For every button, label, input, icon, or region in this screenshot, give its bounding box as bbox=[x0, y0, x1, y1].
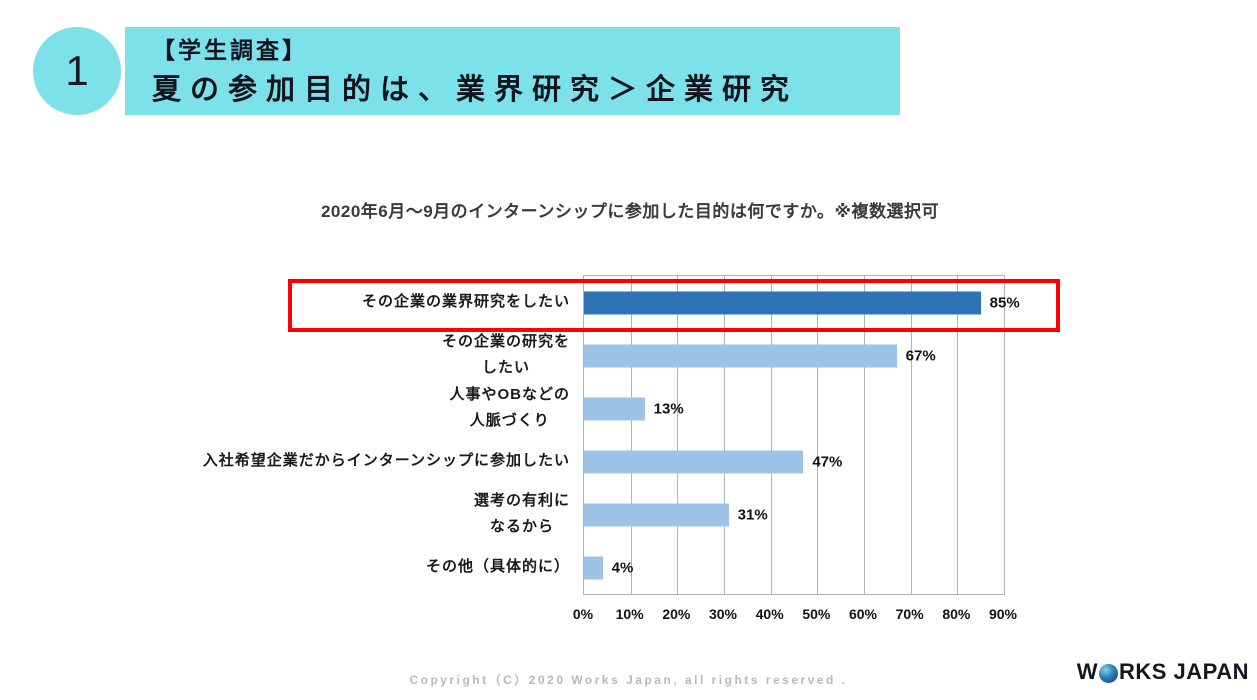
logo-suffix: RKS JAPAN bbox=[1118, 659, 1249, 684]
category-label-row: その企業の研究を したい bbox=[160, 328, 570, 381]
works-japan-logo: W RKS JAPAN bbox=[1077, 659, 1249, 685]
slide-title-line1: 【学生調査】 bbox=[152, 37, 308, 63]
category-label-row: 人事やOBなどの 人脈づくり bbox=[160, 381, 570, 434]
chart-title: 2020年6月～9月のインターンシップに参加した目的は何ですか。※複数選択可 bbox=[320, 202, 940, 221]
gridline bbox=[817, 275, 819, 595]
category-label-line: 人脈づくり bbox=[469, 411, 550, 429]
gridline bbox=[864, 275, 865, 595]
category-label-row: その他（具体的に） bbox=[160, 540, 570, 593]
category-label-row: 入社希望企業だからインターンシップに参加したい bbox=[160, 434, 570, 487]
x-tick-label: 20% bbox=[662, 606, 691, 622]
bar-row: 47% bbox=[584, 435, 1004, 488]
category-label: その企業の業界研究をしたい bbox=[362, 289, 570, 315]
category-label-row: その企業の業界研究をしたい bbox=[160, 275, 570, 328]
category-label-line: なるから bbox=[489, 517, 554, 535]
gridline bbox=[724, 275, 725, 595]
x-axis: 0% 10% 20% 30% 40% 50% 60% 70% 80% 90% bbox=[573, 606, 1017, 626]
bar bbox=[584, 291, 981, 314]
slide-title-banner: 【学生調査】 夏の参加目的は、業界研究＞企業研究 bbox=[125, 27, 900, 115]
bar-row: 67% bbox=[584, 329, 1004, 382]
bar bbox=[584, 450, 804, 473]
bar-row: 13% bbox=[584, 382, 1004, 435]
category-label: その企業の研究を したい bbox=[442, 329, 570, 381]
bar bbox=[584, 344, 897, 367]
gridline bbox=[770, 275, 772, 595]
bar-value-label: 31% bbox=[737, 506, 768, 523]
bar-row: 31% bbox=[584, 488, 1004, 541]
category-label-line: 人事やOBなどの bbox=[449, 385, 570, 403]
slide-number: 1 bbox=[65, 47, 89, 94]
highlight-box bbox=[288, 279, 1060, 332]
bar bbox=[584, 556, 603, 579]
x-tick-label: 30% bbox=[708, 606, 738, 622]
bar-row: 85% bbox=[584, 276, 1020, 329]
x-tick-label: 40% bbox=[755, 606, 784, 622]
x-tick-label: 70% bbox=[895, 606, 924, 622]
x-tick-label: 50% bbox=[802, 606, 831, 622]
bar-value-label: 47% bbox=[812, 453, 843, 470]
category-label-line: 選考の有利に bbox=[473, 491, 570, 509]
x-tick-label: 90% bbox=[988, 606, 1018, 622]
slide-title-line2: 夏の参加目的は、業界研究＞企業研究 bbox=[152, 74, 799, 106]
category-labels: その企業の業界研究をしたい その企業の研究を したい 人事やOBなどの 人脈づくり 入社希… bbox=[160, 275, 570, 595]
bar-value-label: 67% bbox=[905, 347, 936, 364]
bar-value-label: 85% bbox=[989, 294, 1020, 311]
category-label-line: その他（具体的に） bbox=[425, 557, 570, 575]
category-label: 人事やOBなどの 人脈づくり bbox=[449, 382, 570, 434]
category-label: その他（具体的に） bbox=[426, 554, 570, 580]
category-label-line: その企業の研究を bbox=[441, 332, 570, 350]
gridline bbox=[630, 275, 632, 595]
bar-value-label: 13% bbox=[653, 400, 684, 417]
gridline bbox=[910, 275, 912, 595]
category-label-line: その企業の業界研究をしたい bbox=[361, 292, 570, 310]
category-label-line: したい bbox=[481, 358, 530, 376]
slide-number-badge: 1 bbox=[33, 27, 121, 115]
copyright-text: Copyright（C）2020 Works Japan, all rights… bbox=[409, 673, 848, 687]
plot-area: 85% 67% 13% 47% 31% 4% bbox=[583, 275, 1020, 595]
bar bbox=[584, 503, 729, 526]
category-label-row: 選考の有利に なるから bbox=[160, 487, 570, 540]
gridline bbox=[677, 275, 679, 595]
x-tick-label: 0% bbox=[572, 606, 594, 622]
category-label-line: 入社希望企業だからインターンシップに参加したい bbox=[202, 451, 570, 469]
x-tick-label: 60% bbox=[848, 606, 878, 622]
bar-value-label: 4% bbox=[611, 559, 634, 576]
logo-o-icon bbox=[1098, 663, 1118, 683]
category-label: 入社希望企業だからインターンシップに参加したい bbox=[203, 448, 570, 474]
category-label: 選考の有利に なるから bbox=[474, 488, 570, 540]
logo-prefix: W bbox=[1076, 659, 1098, 684]
x-tick-label: 80% bbox=[942, 606, 971, 622]
x-tick-label: 10% bbox=[615, 606, 644, 622]
bar-row: 4% bbox=[584, 541, 1004, 594]
bar bbox=[584, 397, 645, 420]
gridline bbox=[957, 275, 959, 595]
